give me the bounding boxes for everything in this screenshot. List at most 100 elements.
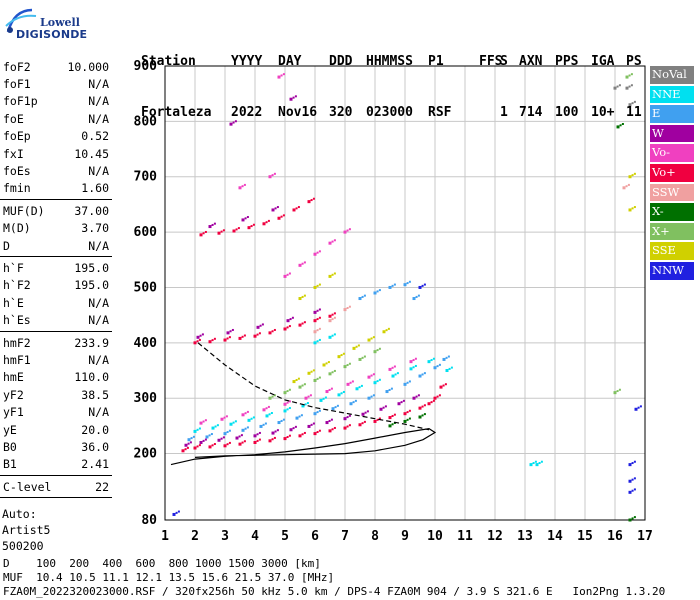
param-value: 20.0 bbox=[81, 422, 109, 437]
param-row: fxI 10.45 bbox=[0, 145, 112, 162]
data-point bbox=[229, 330, 232, 333]
data-point bbox=[348, 305, 351, 308]
data-point bbox=[434, 396, 437, 399]
station-header: Station YYYY DAY DDD HHMMSS P1 FFS S AXN PPS IGA PS… bbox=[141, 19, 642, 138]
data-point bbox=[385, 329, 388, 332]
data-point bbox=[631, 102, 634, 105]
param-value: N/A bbox=[88, 313, 109, 328]
data-point bbox=[288, 400, 291, 403]
data-point bbox=[406, 282, 409, 285]
data-point bbox=[269, 175, 272, 178]
data-point bbox=[618, 388, 621, 391]
data-point bbox=[204, 230, 207, 233]
data-point bbox=[324, 396, 327, 399]
data-point bbox=[306, 402, 309, 405]
x-tick-label: 5 bbox=[281, 529, 289, 544]
y-tick-label: 800 bbox=[134, 114, 158, 129]
data-point bbox=[295, 207, 298, 210]
param-value: 2.41 bbox=[81, 457, 109, 472]
param-value: N/A bbox=[88, 295, 109, 310]
param-value: 195.0 bbox=[74, 278, 109, 293]
data-point bbox=[361, 295, 364, 298]
data-point bbox=[318, 250, 321, 253]
data-point bbox=[224, 338, 227, 341]
header-value-0: Fortaleza bbox=[141, 105, 212, 120]
data-point bbox=[532, 462, 535, 465]
data-point bbox=[325, 362, 328, 365]
param-label: foEp bbox=[3, 129, 31, 144]
data-point bbox=[376, 349, 379, 352]
header-label-4: HHMMSS bbox=[366, 54, 413, 69]
data-point bbox=[432, 399, 435, 402]
data-point bbox=[358, 386, 361, 389]
data-point bbox=[530, 463, 533, 466]
data-point bbox=[239, 186, 242, 189]
data-point bbox=[256, 333, 259, 336]
data-point bbox=[302, 404, 305, 407]
data-point bbox=[630, 73, 633, 76]
data-point bbox=[258, 438, 261, 441]
data-point bbox=[282, 73, 285, 76]
legend-item: W bbox=[650, 124, 694, 143]
data-point bbox=[336, 404, 339, 407]
data-point bbox=[363, 355, 366, 358]
data-point bbox=[326, 421, 329, 424]
data-point bbox=[388, 388, 391, 391]
data-point bbox=[214, 425, 217, 428]
param-row: yF2 38.5 bbox=[0, 386, 112, 403]
data-point bbox=[271, 330, 274, 333]
data-point bbox=[312, 197, 315, 200]
data-point bbox=[318, 429, 321, 432]
data-point bbox=[362, 412, 365, 415]
param-row: fmin 1.60 bbox=[0, 180, 112, 197]
x-tick-label: 1 bbox=[161, 529, 169, 544]
data-point bbox=[224, 432, 227, 435]
data-point bbox=[344, 308, 347, 311]
data-point bbox=[291, 316, 294, 319]
data-point bbox=[348, 362, 351, 365]
legend-item: X+ bbox=[650, 222, 694, 241]
data-point bbox=[376, 380, 379, 383]
data-point bbox=[438, 394, 441, 397]
data-point bbox=[374, 291, 377, 294]
param-label: hmE bbox=[3, 370, 24, 385]
data-point bbox=[448, 367, 451, 370]
param-label: fxI bbox=[3, 146, 24, 161]
data-point bbox=[329, 335, 332, 338]
data-point bbox=[404, 412, 407, 415]
data-point bbox=[344, 230, 347, 233]
data-point bbox=[202, 420, 205, 423]
header-value-3: 320 bbox=[329, 105, 353, 120]
data-point bbox=[627, 183, 630, 186]
data-point bbox=[200, 421, 203, 424]
data-point bbox=[384, 405, 387, 408]
param-value: N/A bbox=[88, 238, 109, 253]
data-point bbox=[293, 208, 296, 211]
data-point bbox=[264, 422, 267, 425]
data-point bbox=[316, 329, 319, 332]
header-label-0: Station bbox=[141, 54, 196, 69]
data-point bbox=[331, 240, 334, 243]
param-label: h`F2 bbox=[3, 278, 31, 293]
param-separator bbox=[0, 256, 112, 258]
data-point bbox=[378, 347, 381, 350]
data-point bbox=[218, 438, 221, 441]
header-label-5: P1 bbox=[428, 54, 444, 69]
data-point bbox=[274, 430, 277, 433]
data-point bbox=[278, 75, 281, 78]
data-point bbox=[419, 406, 422, 409]
param-separator bbox=[0, 330, 112, 332]
data-point bbox=[237, 227, 240, 230]
param-row: foE N/A bbox=[0, 110, 112, 127]
data-point bbox=[391, 423, 394, 426]
data-point bbox=[231, 328, 234, 331]
data-point bbox=[318, 316, 321, 319]
data-point bbox=[242, 429, 245, 432]
data-point bbox=[216, 424, 219, 427]
data-point bbox=[254, 441, 257, 444]
data-point bbox=[402, 399, 405, 402]
logo-mark-icon bbox=[5, 8, 37, 33]
data-point bbox=[626, 75, 629, 78]
data-point bbox=[421, 373, 424, 376]
data-point bbox=[412, 366, 415, 369]
